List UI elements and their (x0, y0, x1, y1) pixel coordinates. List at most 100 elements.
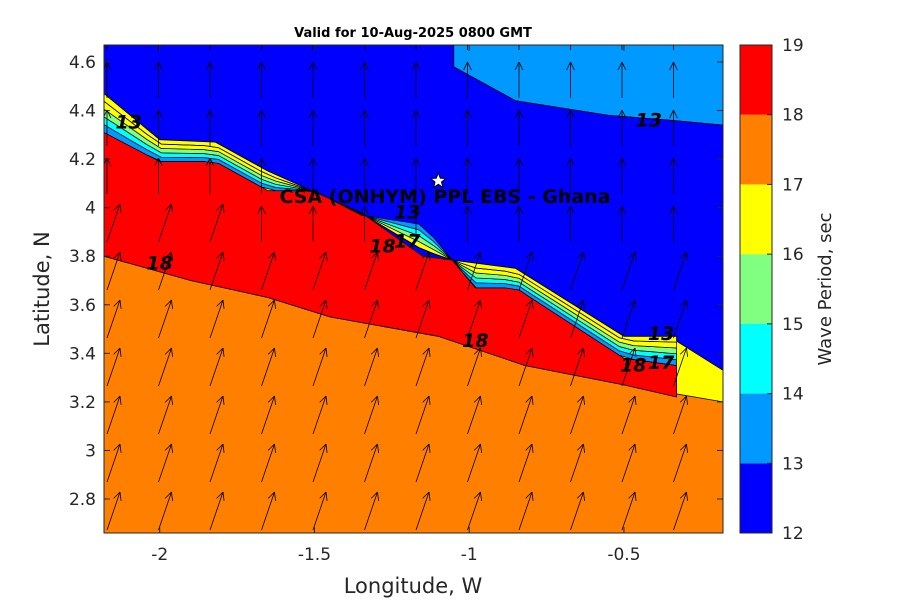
y-tick-label: 2.8 (69, 490, 96, 510)
direction-arrow (257, 61, 266, 98)
x-axis-label: Longitude, W (344, 574, 483, 598)
direction-arrow (154, 109, 163, 146)
direction-arrow (209, 395, 225, 435)
y-tick-label: 3.2 (69, 393, 96, 413)
direction-arrow (570, 251, 585, 291)
direction-arrow (518, 299, 534, 339)
direction-arrow (463, 61, 472, 98)
y-tick-label: 4.6 (69, 53, 96, 73)
colorbar-swatch (740, 45, 772, 115)
y-tick-label: 3.6 (69, 296, 96, 316)
y-tick-label: 3.8 (69, 247, 96, 267)
direction-arrow (209, 299, 225, 339)
direction-arrow (364, 443, 379, 483)
direction-arrow (621, 491, 637, 531)
contour-label: 17 (394, 231, 421, 253)
direction-arrow (360, 61, 369, 98)
contour-label: 13 (635, 109, 661, 131)
direction-arrow (158, 347, 173, 387)
direction-arrow (673, 251, 688, 291)
direction-arrow (158, 395, 173, 435)
direction-arrow (518, 491, 534, 531)
colorbar: 12 13 14 15 16 17 18 19 (739, 36, 804, 544)
direction-arrow (360, 157, 369, 194)
direction-arrow (312, 251, 328, 291)
direction-arrow (570, 443, 585, 483)
direction-arrow (518, 395, 534, 435)
region-12-13 (104, 45, 723, 371)
direction-arrow (364, 299, 379, 339)
direction-arrow (467, 299, 482, 339)
y-tick-label: 3 (85, 441, 96, 461)
direction-arrow (617, 157, 627, 194)
direction-arrow (673, 347, 688, 387)
direction-arrow (518, 443, 534, 483)
direction-arrow (467, 491, 482, 531)
direction-arrow (158, 491, 173, 531)
direction-arrow (514, 157, 524, 194)
direction-arrow (415, 491, 431, 531)
direction-arrow (364, 251, 379, 291)
direction-arrow (621, 395, 637, 435)
contour-label: 13 (394, 202, 420, 224)
direction-arrow (364, 395, 379, 435)
direction-arrow (570, 395, 585, 435)
y-axis-label: Latitude, N (30, 231, 54, 347)
site-marker-group: CSA (ONHYM) PPL EBS - Ghana (279, 171, 611, 208)
direction-arrow (312, 347, 328, 387)
colorbar-swatch (740, 184, 772, 255)
chart-title: Valid for 10-Aug-2025 0800 GMT (294, 26, 532, 41)
direction-arrow (669, 205, 678, 242)
direction-arrow (673, 395, 688, 435)
site-label: CSA (ONHYM) PPL EBS - Ghana (279, 186, 610, 208)
direction-arrow (308, 61, 318, 98)
y-tick-label: 4.2 (69, 150, 96, 170)
colorbar-swatch (740, 393, 772, 464)
direction-arrow (518, 251, 534, 291)
direction-arrow (566, 109, 575, 146)
direction-arrow (415, 443, 431, 483)
direction-arrow (514, 205, 524, 242)
direction-arrow (360, 205, 369, 242)
direction-arrow (415, 299, 431, 339)
colorbar-tick-label: 17 (782, 175, 804, 195)
direction-arrow (209, 491, 225, 531)
direction-arrow (158, 443, 173, 483)
contour-label: 13 (648, 323, 674, 345)
direction-arrows (104, 45, 688, 531)
direction-arrow (467, 347, 482, 387)
contour-label: 18 (369, 236, 395, 258)
direction-arrow (669, 61, 678, 98)
direction-arrow (415, 251, 431, 291)
colorbar-tick-label: 13 (782, 454, 804, 474)
y-tick-label: 4.4 (69, 102, 96, 122)
direction-arrow (570, 299, 585, 339)
direction-arrow (154, 61, 163, 98)
direction-arrow (261, 251, 276, 291)
colorbar-tick-label: 19 (782, 36, 804, 56)
direction-arrow (106, 299, 122, 339)
direction-arrow (104, 61, 112, 98)
direction-arrow (364, 491, 379, 531)
direction-arrow (411, 61, 421, 98)
direction-arrow (617, 109, 627, 146)
direction-arrow (209, 443, 225, 483)
direction-arrow (106, 347, 122, 387)
direction-arrow (261, 491, 276, 531)
direction-arrow (312, 299, 328, 339)
contour-label: 18 (620, 354, 646, 376)
direction-arrow (257, 157, 266, 194)
contour-label: 17 (648, 352, 675, 374)
direction-arrow (106, 203, 122, 243)
site-star-icon (429, 171, 448, 189)
direction-arrow (106, 491, 122, 531)
direction-arrow (360, 109, 369, 146)
direction-arrow (463, 205, 472, 242)
direction-arrow (463, 109, 472, 146)
direction-arrow (415, 347, 431, 387)
x-axis: -2 -1.5 -1 -0.5 (151, 45, 641, 565)
direction-arrow (415, 395, 431, 435)
y-tick-label: 3.4 (69, 344, 96, 364)
